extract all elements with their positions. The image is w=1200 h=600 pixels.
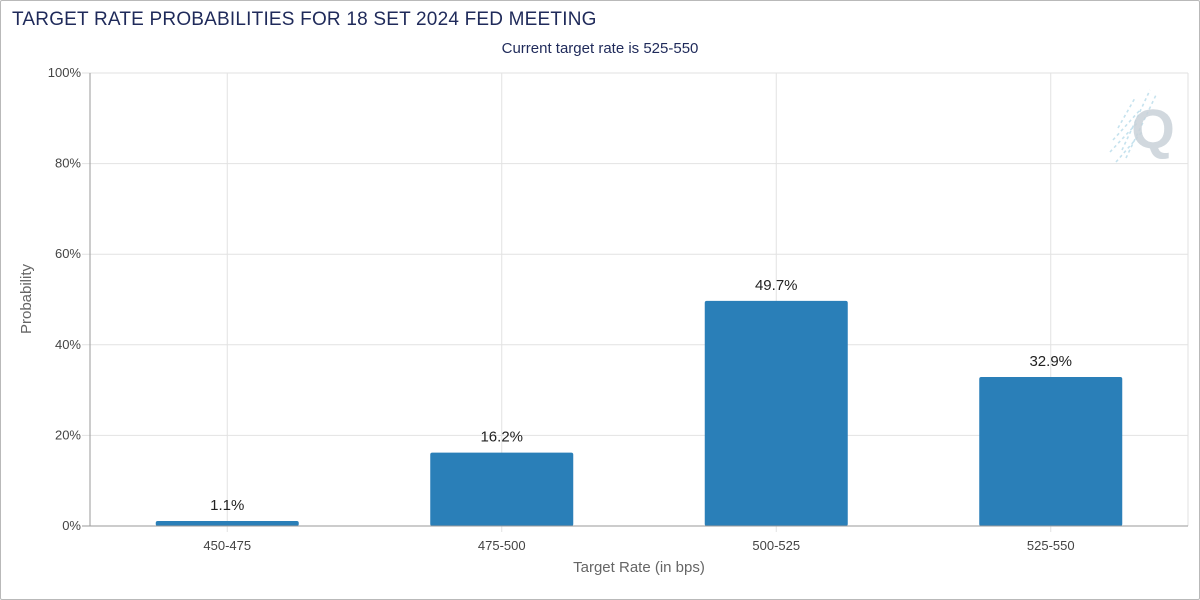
x-tick-label: 450-475: [203, 538, 251, 553]
x-tick-label: 500-525: [752, 538, 800, 553]
bar-500-525: [704, 300, 848, 526]
bar-value-label: 32.9%: [1029, 353, 1072, 370]
watermark-streak: [1112, 109, 1141, 141]
bar-475-500: [430, 452, 574, 526]
y-tick-label: 60%: [55, 246, 81, 261]
x-tick-label: 525-550: [1027, 538, 1075, 553]
x-axis-title: Target Rate (in bps): [573, 559, 705, 576]
bar-value-label: 16.2%: [480, 429, 523, 446]
quantum-logo-watermark: Q: [1109, 89, 1175, 163]
bar-525-550: [979, 376, 1123, 526]
y-axis-title: Probability: [18, 263, 35, 334]
watermark-letter: Q: [1131, 97, 1175, 160]
watermark-streak: [1109, 121, 1139, 153]
x-tick-label: 475-500: [478, 538, 526, 553]
y-tick-label: 40%: [55, 337, 81, 352]
y-tick-label: 0%: [62, 518, 81, 533]
bar-value-label: 49.7%: [755, 277, 798, 294]
y-tick-label: 20%: [55, 427, 81, 442]
bar-value-label: 1.1%: [210, 497, 244, 514]
watermark-streak: [1115, 131, 1143, 163]
y-tick-label: 80%: [55, 156, 81, 171]
watermark-streak: [1121, 89, 1151, 151]
y-tick-label: 100%: [48, 65, 82, 80]
chart-title: TARGET RATE PROBABILITIES FOR 18 SET 202…: [12, 9, 597, 30]
bar-450-475: [155, 521, 299, 526]
chart-subtitle: Current target rate is 525-550: [501, 40, 699, 57]
